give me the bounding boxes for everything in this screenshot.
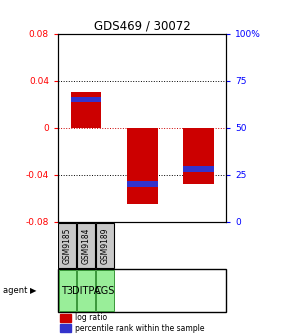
- Text: GSM9189: GSM9189: [100, 227, 109, 263]
- Text: CGS: CGS: [95, 286, 115, 296]
- Bar: [183, 166, 213, 172]
- Text: GSM9184: GSM9184: [81, 227, 90, 263]
- Bar: [58, 223, 76, 268]
- Text: GSM9185: GSM9185: [63, 227, 72, 263]
- Bar: [77, 223, 95, 268]
- Bar: [60, 314, 71, 322]
- Text: T3: T3: [61, 286, 73, 296]
- Text: DITPA: DITPA: [72, 286, 100, 296]
- Bar: [127, 128, 157, 204]
- Bar: [70, 96, 102, 102]
- Bar: [127, 181, 157, 187]
- Title: GDS469 / 30072: GDS469 / 30072: [94, 19, 191, 33]
- Text: percentile rank within the sample: percentile rank within the sample: [75, 324, 204, 333]
- Bar: [70, 92, 102, 128]
- Bar: [183, 128, 213, 184]
- Bar: [59, 270, 76, 311]
- Bar: [60, 325, 71, 332]
- Bar: [77, 270, 95, 311]
- Text: agent ▶: agent ▶: [3, 286, 37, 295]
- Text: log ratio: log ratio: [75, 313, 107, 323]
- Bar: [96, 270, 113, 311]
- Bar: [96, 223, 114, 268]
